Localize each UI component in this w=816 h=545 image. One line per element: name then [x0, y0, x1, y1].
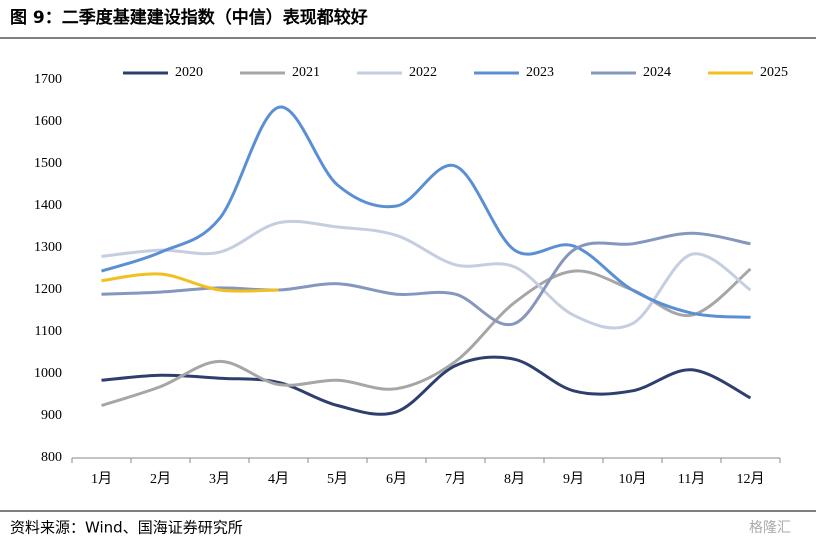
legend-label: 2023	[526, 65, 554, 80]
chart-title: 图 9：二季度基建建设指数（中信）表现都较好	[10, 7, 368, 28]
series-line	[101, 219, 752, 330]
x-tick-label: 12月	[737, 471, 765, 487]
y-tick-label: 1700	[34, 72, 62, 87]
y-tick-label: 1500	[34, 156, 62, 171]
x-tick-label: 2月	[150, 471, 171, 487]
x-tick-label: 10月	[619, 471, 647, 487]
series-line	[101, 105, 751, 319]
series-line	[101, 231, 751, 327]
watermark: 格隆汇	[749, 520, 791, 536]
legend-label: 2025	[760, 65, 788, 80]
x-tick-label: 9月	[563, 471, 584, 487]
x-tick-label: 3月	[209, 471, 230, 487]
y-tick-label: 1200	[34, 282, 62, 297]
y-tick-label: 1600	[34, 114, 62, 129]
source: 资料来源：Wind、国海证券研究所	[10, 519, 243, 537]
series-line	[101, 272, 279, 293]
legend-label: 2020	[175, 65, 203, 80]
y-tick-label: 800	[41, 450, 62, 465]
y-tick-label: 1100	[35, 324, 62, 339]
y-tick-label: 1400	[34, 198, 62, 213]
x-tick-label: 8月	[504, 471, 525, 487]
legend-label: 2022	[409, 65, 437, 80]
y-tick-label: 900	[41, 408, 62, 423]
x-tick-label: 6月	[386, 471, 407, 487]
y-tick-label: 1300	[34, 240, 62, 255]
x-tick-label: 5月	[327, 471, 348, 487]
series-line	[101, 355, 752, 416]
x-tick-label: 4月	[268, 471, 289, 487]
x-tick-label: 1月	[91, 471, 112, 487]
legend-label: 2024	[643, 65, 671, 80]
y-tick-label: 1000	[34, 366, 62, 381]
legend-label: 2021	[292, 65, 320, 80]
x-tick-label: 7月	[445, 471, 466, 487]
x-tick-label: 11月	[678, 471, 705, 487]
